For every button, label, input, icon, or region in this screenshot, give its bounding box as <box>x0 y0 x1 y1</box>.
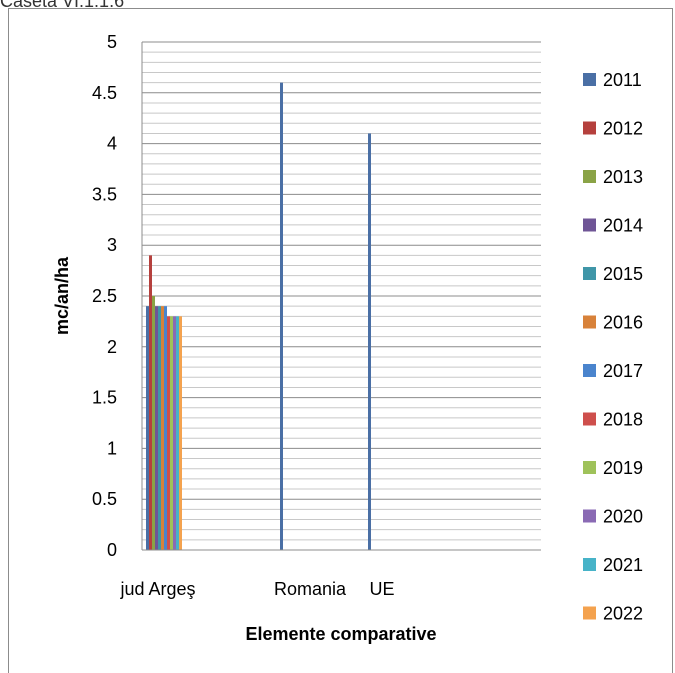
chart-frame <box>8 8 673 673</box>
x-axis-tick-labels: jud Argeş Romania UE <box>119 579 394 599</box>
bar <box>164 306 167 550</box>
legend-label: 2019 <box>603 458 643 478</box>
legend-swatch <box>583 606 596 620</box>
bar <box>173 316 176 550</box>
legend-label: 2015 <box>603 264 643 284</box>
legend-label: 2014 <box>603 216 643 236</box>
legend: 2011 2012 2013 2014 2015 2016 2017 2018 2019 2020… <box>583 70 643 624</box>
y-tick-label: 1 <box>107 438 117 458</box>
legend-label: 2013 <box>603 167 643 187</box>
y-tick-label: 3.5 <box>92 184 117 204</box>
legend-swatch <box>583 558 596 571</box>
x-axis-title: Elemente comparative <box>245 624 436 644</box>
bar <box>155 306 158 550</box>
legend-swatch <box>583 73 596 86</box>
legend-swatch <box>583 121 596 135</box>
bar <box>149 255 152 551</box>
figure-caption: Caseta VI.1.1.6 <box>0 0 125 11</box>
y-tick-label: 5 <box>107 32 117 52</box>
bar <box>179 316 182 550</box>
legend-swatch <box>583 267 596 280</box>
bar <box>161 306 164 550</box>
y-axis-tick-labels: 0 0.5 1 1.5 2 2.5 3 3.5 4 4.5 5 <box>92 32 117 560</box>
legend-label: 2020 <box>603 507 643 527</box>
bar <box>158 306 161 550</box>
bar <box>167 316 170 550</box>
legend-swatch <box>583 218 596 232</box>
legend-label: 2016 <box>603 313 643 333</box>
bar <box>170 316 173 550</box>
bar <box>176 316 179 550</box>
bar <box>280 82 283 550</box>
legend-label: 2022 <box>603 604 643 624</box>
bars <box>146 82 371 551</box>
legend-swatch <box>583 461 596 474</box>
legend-swatch <box>583 412 596 426</box>
legend-label: 2018 <box>603 410 643 430</box>
bar <box>152 296 155 550</box>
y-tick-label: 2 <box>107 337 117 357</box>
legend-swatch <box>583 315 596 329</box>
y-tick-label: 4 <box>107 134 117 154</box>
y-tick-label: 2.5 <box>92 286 117 306</box>
bar <box>146 306 149 550</box>
legend-label: 2012 <box>603 119 643 139</box>
legend-swatch <box>583 509 596 523</box>
x-tick-label: jud Argeş <box>119 579 195 599</box>
legend-label: 2017 <box>603 361 643 381</box>
y-tick-label: 1.5 <box>92 388 117 408</box>
legend-swatch <box>583 170 596 183</box>
legend-label: 2021 <box>603 555 643 575</box>
legend-label: 2011 <box>603 70 642 90</box>
y-tick-label: 0.5 <box>92 489 117 509</box>
y-tick-label: 0 <box>107 540 117 560</box>
y-axis-title: mc/an/ha <box>52 256 72 335</box>
legend-swatch <box>583 364 596 377</box>
x-tick-label: Romania <box>274 579 347 599</box>
x-tick-label: UE <box>369 579 394 599</box>
bar <box>368 133 371 550</box>
y-tick-label: 4.5 <box>92 83 117 103</box>
y-tick-label: 3 <box>107 235 117 255</box>
gridlines <box>142 41 541 551</box>
